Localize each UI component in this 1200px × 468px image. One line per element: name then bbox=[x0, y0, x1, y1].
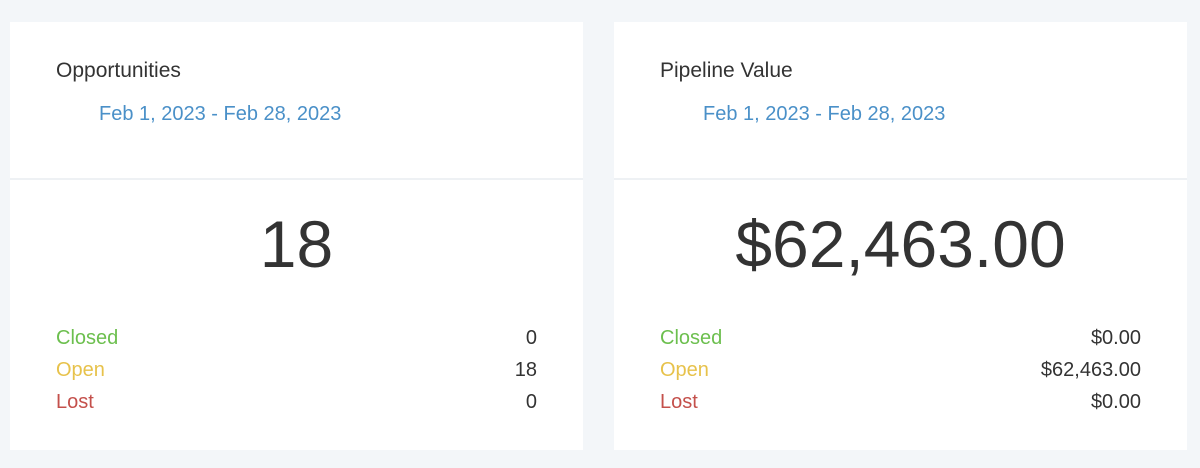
card-header: Pipeline Value Feb 1, 2023 - Feb 28, 2023 bbox=[614, 22, 1187, 180]
status-value: 18 bbox=[514, 359, 537, 381]
status-value: 0 bbox=[525, 327, 537, 349]
card: Opportunities Feb 1, 2023 - Feb 28, 2023 1… bbox=[10, 22, 583, 450]
card-header: Opportunities Feb 1, 2023 - Feb 28, 2023 bbox=[10, 22, 583, 180]
date-range: Feb 1, 2023 - Feb 28, 2023 bbox=[703, 103, 946, 125]
status-value: $0.00 bbox=[1090, 327, 1141, 349]
status-value: 0 bbox=[525, 391, 537, 413]
status-row: Closed 0 bbox=[56, 327, 537, 355]
total-value: 18 bbox=[259, 207, 334, 281]
card: Pipeline Value Feb 1, 2023 - Feb 28, 2023… bbox=[614, 22, 1187, 450]
total-value: $62,463.00 bbox=[735, 207, 1066, 281]
status-label: Lost bbox=[56, 391, 94, 413]
card-title: Pipeline Value bbox=[660, 59, 793, 82]
status-label: Open bbox=[56, 359, 105, 381]
status-row: Open $62,463.00 bbox=[660, 359, 1141, 387]
status-row: Open 18 bbox=[56, 359, 537, 387]
status-row: Lost $0.00 bbox=[660, 391, 1141, 419]
status-value: $62,463.00 bbox=[1040, 359, 1141, 381]
status-row: Lost 0 bbox=[56, 391, 537, 419]
status-label: Closed bbox=[56, 327, 119, 349]
status-label: Open bbox=[660, 359, 709, 381]
card-title: Opportunities bbox=[56, 59, 181, 82]
date-range: Feb 1, 2023 - Feb 28, 2023 bbox=[99, 103, 342, 125]
status-row: Closed $0.00 bbox=[660, 327, 1141, 355]
status-label: Lost bbox=[660, 391, 698, 413]
status-value: $0.00 bbox=[1090, 391, 1141, 413]
status-label: Closed bbox=[660, 327, 723, 349]
